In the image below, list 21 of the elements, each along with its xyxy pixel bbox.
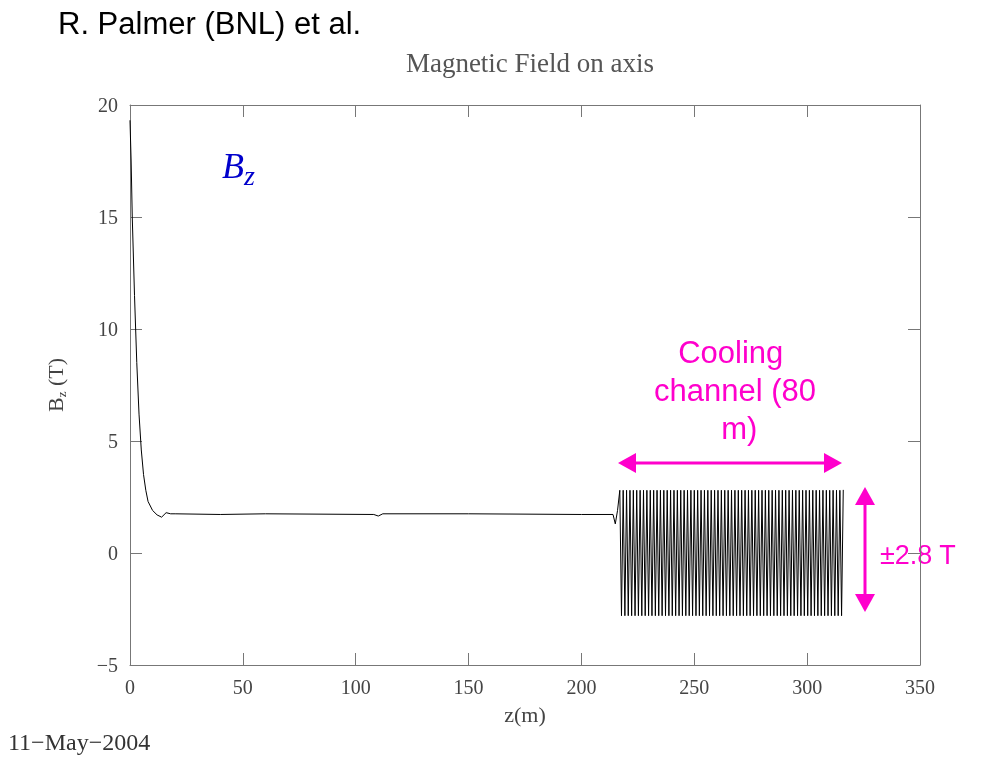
x-tick-label: 150 [453, 676, 484, 698]
line-series [129, 120, 844, 617]
y-tick-label: 5 [108, 430, 118, 452]
y-tick-label: 0 [108, 542, 118, 564]
annotation: Cooling channel (80 m) [653, 334, 817, 446]
y-tick-label: 15 [98, 206, 118, 228]
x-axis-title: z(m) [504, 701, 546, 727]
chart-title: Magnetic Field on axis [405, 47, 655, 78]
x-tick-label: 350 [905, 676, 935, 698]
y-tick-label: 20 [98, 94, 118, 116]
x-tick-label: 200 [566, 676, 597, 698]
y-tick-label: −5 [96, 654, 118, 676]
x-tick-label: 0 [125, 676, 135, 698]
text: 11−May−2004 [8, 729, 151, 755]
text: R. Palmer (BNL) et al. [58, 6, 362, 41]
x-tick-label: 100 [340, 676, 371, 698]
y-tick-label: 10 [98, 318, 118, 340]
x-tick-label: 300 [792, 676, 823, 698]
y-axis-title: Bz (T) [43, 357, 69, 413]
x-tick-label: 50 [232, 676, 253, 698]
x-tick-label: 250 [679, 676, 710, 698]
